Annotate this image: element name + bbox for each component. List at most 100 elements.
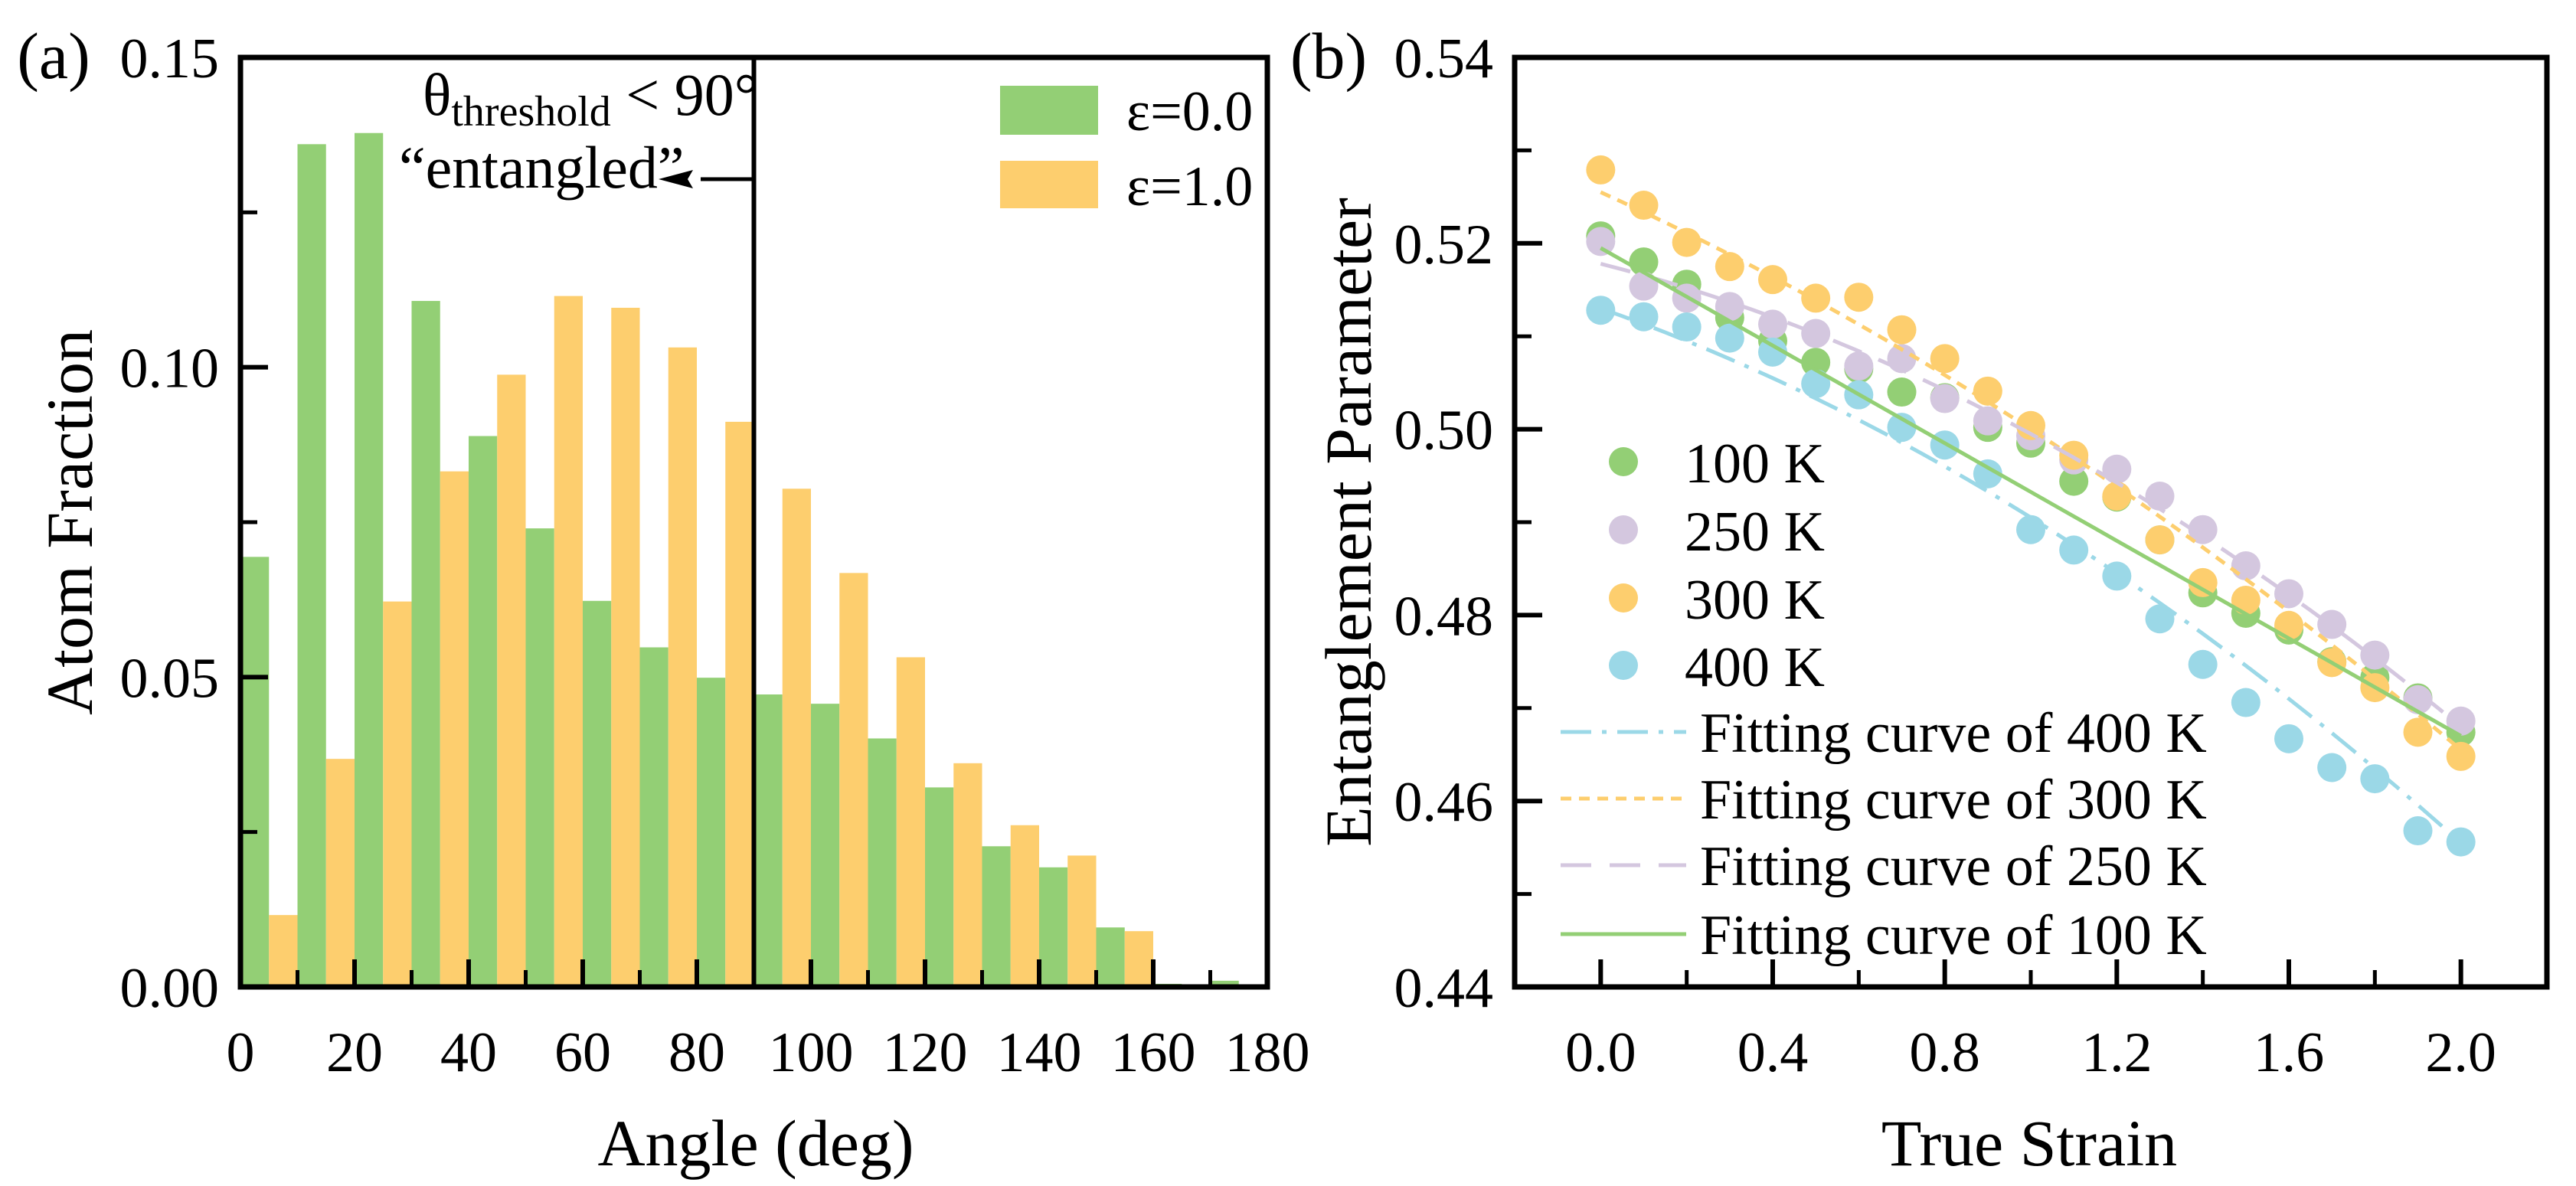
- plot-frame: [237, 54, 1270, 990]
- legend-label: Fitting curve of 400 K: [1700, 702, 2207, 765]
- x-tick-label: 160: [1111, 1021, 1196, 1084]
- bar-eps0: [697, 678, 726, 987]
- point-300k: [2188, 567, 2218, 597]
- point-300k: [2102, 482, 2132, 511]
- point-400k: [2446, 827, 2476, 857]
- bar-eps0: [639, 647, 669, 987]
- bar-eps1: [611, 307, 640, 987]
- bar-eps0: [925, 787, 954, 987]
- panel-label: (b): [1290, 19, 1367, 93]
- x-tick-label: 1.6: [2254, 1021, 2325, 1084]
- point-300k: [1930, 344, 1960, 374]
- legend-label: 300 K: [1685, 569, 1825, 632]
- y-axis-title: Atom Fraction: [33, 329, 106, 715]
- x-tick-label: 80: [669, 1021, 725, 1084]
- point-400k: [2145, 604, 2175, 634]
- bar-eps1: [839, 573, 868, 987]
- point-250k: [1629, 271, 1659, 301]
- legend-swatch-eps0: [1000, 86, 1098, 135]
- legend-label: Fitting curve of 300 K: [1700, 769, 2207, 832]
- bar-eps0: [411, 301, 440, 987]
- x-tick-label: 2.0: [2425, 1021, 2496, 1084]
- bar-eps1: [497, 374, 526, 987]
- point-250k: [2446, 706, 2476, 736]
- legend-label: 400 K: [1685, 636, 1825, 699]
- bar-eps0: [525, 528, 554, 987]
- x-tick-label: 180: [1225, 1021, 1310, 1084]
- bar-eps1: [440, 471, 469, 987]
- axes: 0 20 40 60 80 100 120 140 160 180 0.00 0.05 0.10 0.15: [120, 28, 1310, 1084]
- point-400k: [2360, 764, 2390, 794]
- point-250k: [2102, 454, 2132, 484]
- point-300k: [1973, 376, 2002, 406]
- point-300k: [2446, 741, 2476, 771]
- bar-eps0: [297, 144, 326, 988]
- point-400k: [2059, 535, 2089, 565]
- point-100k: [1887, 377, 1917, 407]
- point-400k: [1758, 337, 1787, 367]
- x-tick-label: 60: [554, 1021, 611, 1084]
- bar-eps1: [325, 759, 355, 987]
- point-300k: [2231, 585, 2261, 615]
- bar-eps1: [668, 347, 697, 987]
- legend-label: Fitting curve of 100 K: [1700, 904, 2207, 967]
- bar-eps0: [1096, 927, 1125, 987]
- point-300k: [1715, 252, 1744, 282]
- point-400k: [2403, 816, 2433, 846]
- point-250k: [2145, 482, 2175, 511]
- y-tick-label: 0.52: [1394, 214, 1494, 276]
- point-250k: [1930, 384, 1960, 413]
- legend-label: 100 K: [1685, 433, 1825, 495]
- bar-eps1: [725, 421, 754, 987]
- point-300k: [1844, 283, 1874, 312]
- point-400k: [1672, 312, 1702, 342]
- x-tick-label: 140: [997, 1021, 1082, 1084]
- point-400k: [1801, 369, 1831, 399]
- point-250k: [2188, 515, 2218, 544]
- bar-eps0: [240, 557, 270, 987]
- bar-eps0: [469, 436, 498, 987]
- panel-a-histogram: θthreshold < 90° “entangled” 0 20 40 60 80 10…: [17, 19, 1309, 1180]
- entangled-label: “entangled”: [399, 134, 684, 201]
- legend-swatch-eps1: [1000, 161, 1098, 208]
- x-tick-label: 0.0: [1565, 1021, 1636, 1084]
- point-300k: [2145, 525, 2175, 555]
- point-300k: [1758, 265, 1787, 295]
- legend-label-eps1: ε=1.0: [1126, 155, 1253, 218]
- point-300k: [2274, 610, 2303, 640]
- bar-eps1: [782, 488, 811, 987]
- legend: ε=0.0 ε=1.0: [1000, 80, 1253, 218]
- point-300k: [1887, 315, 1917, 345]
- point-300k: [1586, 155, 1616, 185]
- y-tick-label: 0.15: [120, 28, 220, 90]
- bar-eps1: [1124, 931, 1153, 987]
- bar-eps0: [583, 600, 612, 987]
- point-400k: [2188, 649, 2218, 679]
- x-tick-label: 0.8: [1909, 1021, 1980, 1084]
- point-400k: [1715, 323, 1744, 353]
- bars: [240, 132, 1239, 988]
- point-400k: [2231, 688, 2261, 717]
- bar-eps0: [982, 846, 1011, 987]
- bar-eps1: [554, 296, 583, 987]
- bar-eps1: [269, 915, 298, 987]
- x-tick-label: 1.2: [2081, 1021, 2153, 1084]
- point-250k: [2317, 609, 2347, 639]
- y-tick-label: 0.50: [1394, 400, 1494, 462]
- legend-marker: [1609, 583, 1638, 613]
- bar-eps0: [355, 132, 384, 988]
- point-250k: [1758, 309, 1787, 339]
- axes: 0.0 0.4 0.8 1.2 1.6 2.0 0.44 0.46 0.48 0.50 0.52 0.…: [1394, 28, 2550, 1084]
- bar-eps0: [754, 694, 783, 987]
- bar-eps1: [953, 763, 982, 987]
- fit-curve: [1600, 306, 2463, 845]
- bar-eps1: [896, 657, 925, 987]
- y-tick-label: 0.44: [1394, 957, 1494, 1020]
- threshold-label: θthreshold < 90°: [423, 61, 758, 136]
- point-300k: [2403, 717, 2433, 747]
- point-400k: [2016, 515, 2045, 544]
- legend-label: Fitting curve of 250 K: [1700, 835, 2207, 898]
- point-400k: [1973, 459, 2002, 488]
